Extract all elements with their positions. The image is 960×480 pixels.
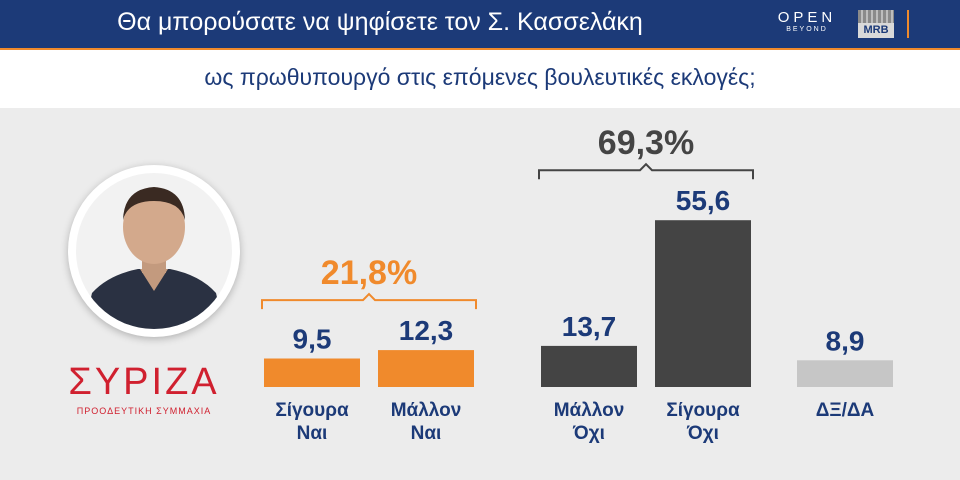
bar-value-label: 9,5	[293, 324, 332, 355]
page-subtitle: ως πρωθυπουργό στις επόμενες βουλευτικές…	[204, 64, 756, 90]
category-label: Μάλλον	[554, 400, 625, 421]
bar	[378, 350, 474, 387]
open-logo-text: OPEN	[777, 9, 837, 26]
bar-value-label: 55,6	[676, 185, 731, 216]
group-bracket	[538, 162, 754, 180]
politician-portrait	[68, 165, 240, 337]
group-total-label: 21,8%	[321, 254, 417, 292]
group-bracket	[261, 292, 477, 310]
mrb-logo: MRB	[858, 10, 894, 38]
category-label: Ναι	[297, 423, 328, 444]
bar-value-label: 13,7	[562, 311, 617, 342]
logo-divider	[907, 10, 909, 38]
category-label: Σίγουρα	[275, 400, 349, 421]
portrait-photo	[76, 173, 232, 329]
bar-value-label: 12,3	[399, 315, 454, 346]
category-label: Μάλλον	[391, 400, 462, 421]
bar	[541, 345, 637, 387]
group-total-label: 69,3%	[598, 124, 694, 162]
bar	[264, 358, 360, 387]
header-bar: Θα μπορούσατε να ψηφίσετε τον Σ. Κασσελά…	[0, 0, 960, 50]
category-label: Ναι	[411, 423, 442, 444]
category-label: Όχι	[686, 423, 719, 444]
open-beyond-logo: OPEN BEYOND	[772, 10, 842, 34]
bar-value-label: 8,9	[826, 325, 865, 356]
beyond-logo-text: BEYOND	[786, 26, 828, 33]
bar	[797, 360, 893, 387]
category-label: Σίγουρα	[666, 400, 740, 421]
subtitle-bar: ως πρωθυπουργό στις επόμενες βουλευτικές…	[0, 50, 960, 108]
bar	[655, 220, 751, 387]
page-title: Θα μπορούσατε να ψηφίσετε τον Σ. Κασσελά…	[117, 8, 643, 36]
category-label: Όχι	[572, 423, 605, 444]
category-label: ΔΞ/ΔΑ	[816, 400, 875, 421]
syriza-logo-subtitle: ΠΡΟΟΔΕΥΤΙΚΗ ΣΥΜΜΑΧΙΑ	[76, 406, 212, 416]
syriza-logo: ΣΥΡΙΖΑ	[68, 361, 220, 403]
